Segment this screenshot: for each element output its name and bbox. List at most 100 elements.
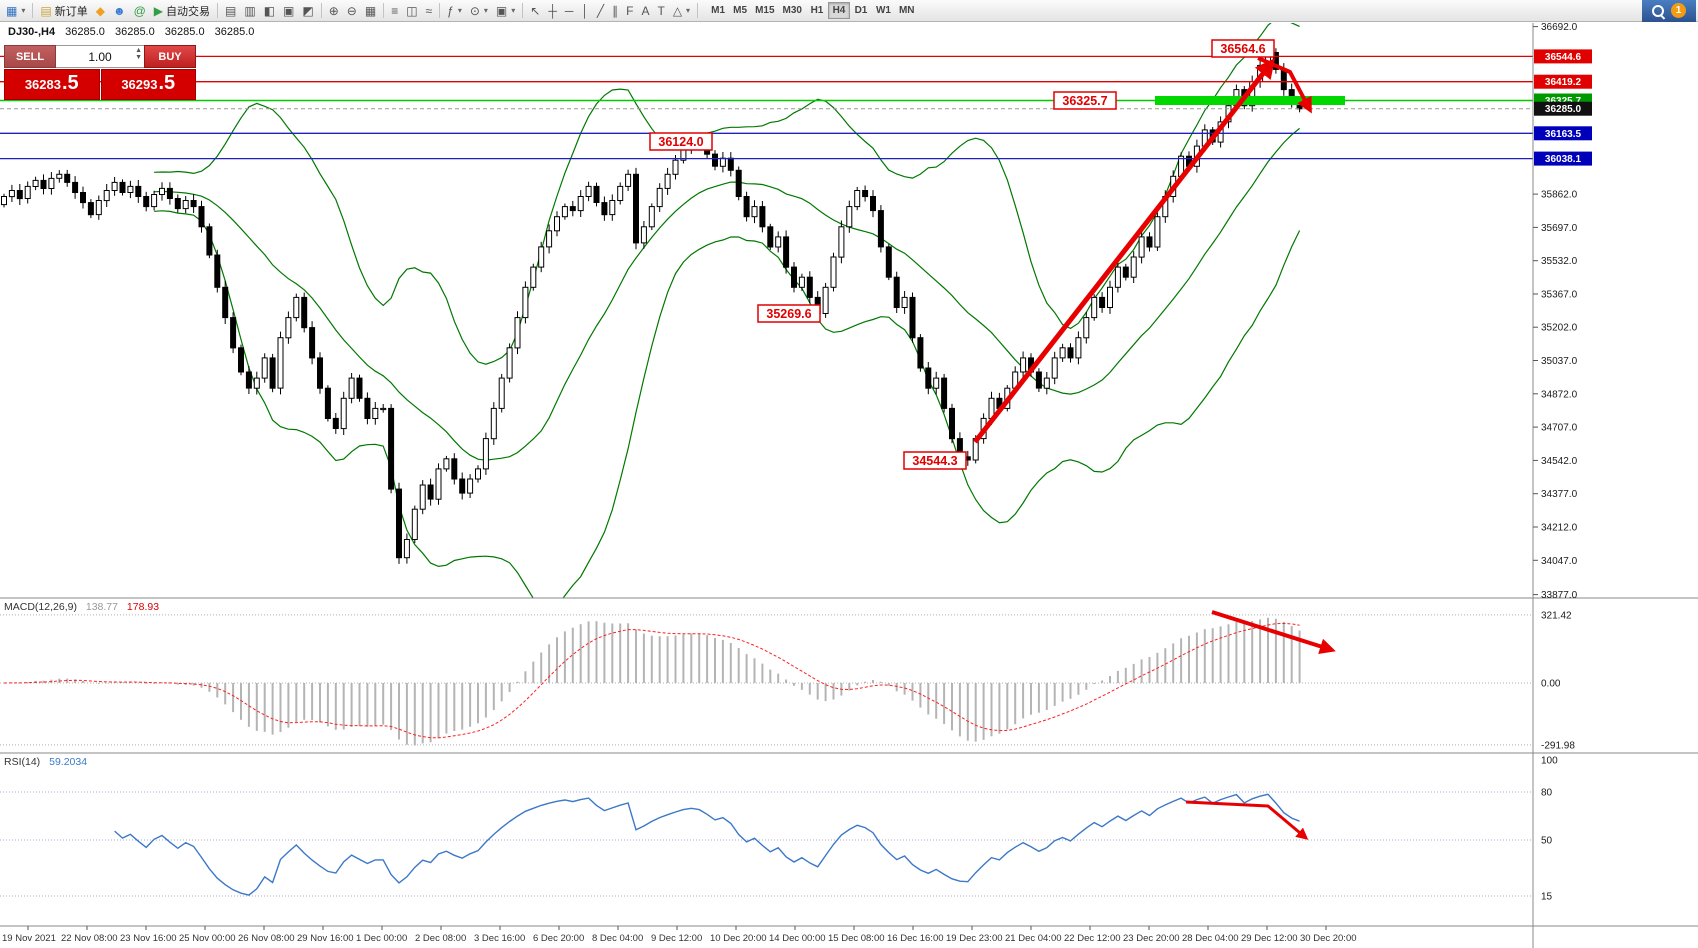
chart-bars-button[interactable]: ≡ (387, 2, 402, 20)
price-label-box[interactable]: 34544.3 (903, 451, 967, 470)
buy-button[interactable]: BUY (144, 45, 196, 68)
candle (506, 343, 513, 383)
price-tick: 35697.0 (1541, 223, 1578, 234)
chart-line-button[interactable]: ≈ (422, 2, 437, 20)
toolbar-separator (697, 3, 699, 18)
new-order-button[interactable]: ▤ 新订单 (36, 2, 91, 20)
timeframe-h1[interactable]: H1 (806, 2, 828, 19)
candle (917, 334, 924, 372)
shapes-button[interactable]: △ ▾ (669, 2, 694, 20)
main-reversal-down-arrow[interactable] (1257, 56, 1312, 114)
autotrade-button[interactable]: ▶ 自动交易 (150, 2, 214, 20)
time-label: 6 Dec 20:00 (533, 933, 584, 944)
volume-input[interactable]: 1.00 ▲ ▼ (56, 45, 144, 68)
candle (885, 244, 892, 281)
price-badge[interactable]: 36163.5 (1534, 126, 1592, 141)
time-label: 19 Nov 2021 (2, 933, 56, 944)
terminal-button[interactable]: ▣ (279, 2, 298, 20)
vline-button[interactable]: │ (577, 2, 593, 20)
candle (348, 373, 355, 404)
timeframe-h4[interactable]: H4 (827, 2, 850, 19)
search-icon[interactable] (1652, 4, 1664, 17)
sell-price-display[interactable]: 36283 .5 (4, 69, 100, 100)
buy-price-display[interactable]: 36293 .5 (100, 69, 196, 100)
stepper-down-icon[interactable]: ▼ (135, 54, 142, 61)
current-price-badge[interactable]: 36285.0 (1534, 101, 1592, 116)
tile-windows-button[interactable]: ▦ (361, 2, 380, 20)
hline-icon: ─ (564, 3, 574, 18)
toolbar-separator (383, 3, 385, 18)
text-button[interactable]: A (637, 2, 653, 20)
templates-button[interactable]: ▣ ▾ (492, 2, 519, 20)
macd-down-arrow[interactable] (1211, 610, 1336, 655)
price-tick: 35862.0 (1541, 190, 1578, 201)
timeframe-m1[interactable]: M1 (707, 2, 729, 19)
notification-badge[interactable]: 1 (1671, 3, 1686, 18)
channel-button[interactable]: ∥ (608, 2, 622, 20)
candle (135, 180, 142, 203)
macd-indicator-label: MACD(12,26,9) 138.77 178.93 (4, 601, 159, 613)
candle (751, 200, 758, 224)
hline-button[interactable]: ─ (561, 2, 578, 20)
zoom-out-button[interactable]: ⊖ (343, 2, 361, 20)
rsi-panel: 100 80 50 15 (0, 756, 1558, 903)
timeframe-w1[interactable]: W1 (872, 2, 895, 19)
cursor-button[interactable]: ↖ (526, 2, 544, 20)
price-label-box[interactable]: 36124.0 (649, 132, 713, 151)
sell-button[interactable]: SELL (4, 45, 56, 68)
candle (277, 331, 284, 395)
market-icon[interactable]: @ (130, 2, 150, 20)
time-label: 30 Dec 20:00 (1300, 933, 1357, 944)
price-label-box[interactable]: 35269.6 (757, 304, 821, 323)
period-icon: ⊙ (469, 3, 480, 18)
candle (798, 273, 805, 291)
candle (143, 191, 150, 212)
period-button[interactable]: ⊙ ▾ (466, 2, 492, 20)
price-axis[interactable]: 36692.0 35862.0 35697.0 35532.0 35367.0 35202… (1533, 22, 1592, 601)
candle (854, 186, 861, 211)
timeframe-m5[interactable]: M5 (729, 2, 751, 19)
candle (806, 271, 813, 304)
navigator-button[interactable]: ◧ (260, 2, 279, 20)
candle (893, 271, 900, 313)
main-trend-up-arrow[interactable] (973, 58, 1276, 444)
price-badge[interactable]: 36419.2 (1534, 74, 1592, 89)
market-watch-button[interactable]: ▤ (221, 2, 240, 20)
price-label-box[interactable]: 36325.7 (1053, 91, 1117, 110)
timeframe-mn[interactable]: MN (895, 2, 919, 19)
new-chart-button[interactable]: ▦ ▾ (2, 2, 29, 20)
price-badge[interactable]: 36544.6 (1534, 49, 1592, 64)
toolbar-separator (522, 3, 524, 18)
indicators-button[interactable]: ƒ ▾ (443, 2, 466, 20)
rsi-down-arrow[interactable] (1185, 800, 1309, 840)
volume-stepper[interactable]: ▲ ▼ (135, 47, 142, 61)
timeframe-m30[interactable]: M30 (779, 2, 806, 19)
mql5-icon[interactable]: ◆ (92, 2, 109, 20)
community-icon[interactable]: ☻ (109, 2, 130, 20)
data-window-button[interactable]: ▥ (240, 2, 259, 20)
stepper-up-icon[interactable]: ▲ (135, 47, 142, 54)
timeframe-m15[interactable]: M15 (751, 2, 778, 19)
candle (609, 194, 616, 221)
candle (775, 231, 782, 253)
candle (64, 169, 71, 187)
time-axis[interactable]: 19 Nov 2021 22 Nov 08:00 23 Nov 16:00 25 No… (2, 926, 1357, 944)
price-badge[interactable]: 36038.1 (1534, 151, 1592, 166)
crosshair-button[interactable]: ┼ (544, 2, 561, 20)
buy-price-pips: .5 (158, 72, 176, 94)
trendline-button[interactable]: ╱ (593, 2, 608, 20)
price-label-box[interactable]: 36564.6 (1211, 39, 1275, 58)
chart-candles-button[interactable]: ◫ (402, 2, 421, 20)
sell-price: 36283 (24, 77, 61, 92)
label-button[interactable]: T (653, 2, 668, 20)
strategy-tester-button[interactable]: ◩ (298, 2, 317, 20)
price-badge-text: 36419.2 (1545, 77, 1582, 88)
support-zone[interactable] (1155, 96, 1345, 105)
vline-icon: │ (581, 3, 589, 18)
zoom-in-button[interactable]: ⊕ (325, 2, 343, 20)
chevron-down-icon: ▾ (686, 6, 691, 15)
candle (459, 472, 466, 500)
timeframe-d1[interactable]: D1 (850, 2, 872, 19)
fibonacci-button[interactable]: F (622, 2, 637, 20)
